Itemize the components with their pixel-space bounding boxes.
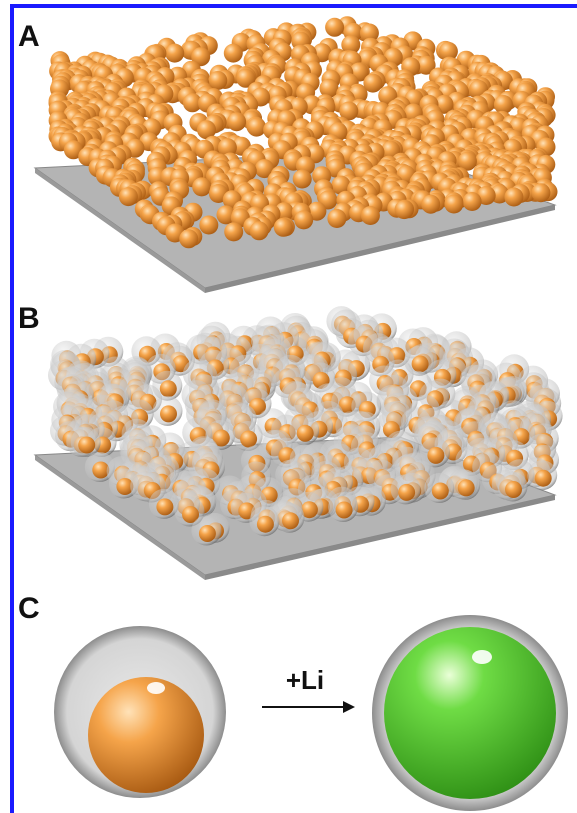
particle <box>395 200 414 219</box>
particle <box>224 222 243 241</box>
core <box>257 516 274 533</box>
highlight <box>147 682 165 694</box>
particle <box>274 218 293 237</box>
core <box>282 512 299 529</box>
particle <box>361 206 380 225</box>
particle <box>119 187 138 206</box>
particle <box>293 170 312 189</box>
arrowhead <box>343 701 355 713</box>
core <box>535 470 552 487</box>
particle <box>179 229 198 248</box>
particle <box>531 183 550 202</box>
core <box>432 483 449 500</box>
particle <box>224 44 243 63</box>
particle <box>192 177 211 196</box>
core <box>297 425 314 442</box>
core <box>505 481 522 498</box>
highlight <box>472 650 492 664</box>
core <box>384 627 556 799</box>
figure: A B C +Li <box>0 0 577 813</box>
particle <box>247 118 266 137</box>
panel-label: B <box>18 302 40 335</box>
core <box>458 479 475 496</box>
core <box>156 498 173 515</box>
core <box>88 677 204 793</box>
core <box>398 484 415 501</box>
panel-label: C <box>18 592 40 625</box>
particle <box>250 221 269 240</box>
core <box>160 380 177 397</box>
particle <box>325 18 344 37</box>
core <box>78 437 95 454</box>
panel-label: A <box>18 20 40 53</box>
particle <box>294 210 313 229</box>
particle <box>227 112 246 131</box>
particle <box>327 209 346 228</box>
particle <box>199 216 218 235</box>
particle <box>444 195 463 214</box>
particle <box>421 195 440 214</box>
core <box>160 405 177 422</box>
arrow-label: +Li <box>286 665 324 695</box>
core <box>240 431 257 448</box>
particle <box>165 44 184 63</box>
core <box>199 525 216 542</box>
core <box>412 355 429 372</box>
particle <box>463 192 482 211</box>
core <box>336 502 353 519</box>
core <box>427 447 444 464</box>
particle <box>504 188 523 207</box>
